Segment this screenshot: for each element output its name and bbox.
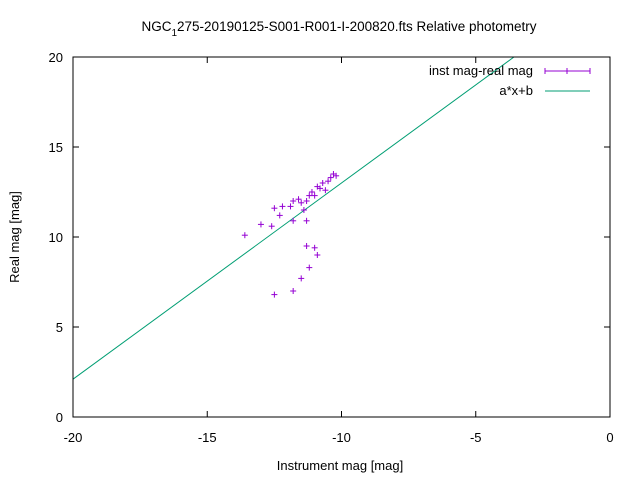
data-point (303, 243, 310, 249)
data-point (325, 178, 332, 185)
y-tick-label: 10 (49, 230, 63, 245)
legend-marker-points (544, 68, 591, 74)
data-point (268, 223, 275, 230)
x-axis-label: Instrument mag [mag] (277, 458, 403, 473)
data-point (290, 198, 297, 204)
data-point (300, 207, 307, 213)
data-point (306, 264, 313, 271)
chart-title-pre: NGC (141, 19, 171, 34)
data-point (279, 203, 286, 210)
data-point (303, 217, 310, 224)
x-tick-label: -20 (64, 430, 83, 445)
data-point (287, 203, 294, 210)
legend: inst mag-real mag a*x+b (429, 63, 591, 98)
data-point (290, 288, 297, 294)
data-point (317, 185, 324, 192)
y-tick-label: 15 (49, 140, 63, 155)
x-tick-label: 0 (606, 430, 613, 445)
data-point (306, 192, 313, 199)
data-point (298, 275, 305, 282)
y-tick-label: 20 (49, 50, 63, 65)
data-point (319, 180, 326, 186)
data-point (303, 198, 310, 204)
plot-area (72, 56, 515, 380)
legend-point (564, 68, 570, 74)
data-point (290, 217, 297, 224)
plot-frame (72, 56, 611, 418)
data-point (311, 244, 318, 251)
data-point (271, 205, 278, 212)
y-tick-label: 5 (56, 320, 63, 335)
data-point (322, 187, 329, 194)
chart-title-post: 275-20190125-S001-R001-I-200820.fts Rela… (177, 19, 537, 34)
y-tick-label: 0 (56, 410, 63, 425)
y-axis-label: Real mag [mag] (7, 191, 22, 283)
data-point (271, 291, 278, 298)
data-point (327, 174, 334, 181)
data-point (311, 192, 318, 199)
data-point (314, 252, 321, 258)
data-point (308, 189, 315, 195)
data-point (257, 221, 264, 228)
data-point (298, 199, 305, 206)
x-tick-label: -15 (198, 430, 217, 445)
data-point (276, 212, 283, 219)
legend-label-line: a*x+b (499, 83, 533, 98)
data-point (295, 196, 302, 203)
x-tick-label: -10 (332, 430, 351, 445)
legend-label-points: inst mag-real mag (429, 63, 533, 78)
data-point (241, 232, 248, 239)
data-point (333, 172, 340, 179)
x-tick-label: -5 (470, 430, 482, 445)
chart-title: NGC1275-20190125-S001-R001-I-200820.fts … (141, 19, 536, 39)
chart-title-sub: 1 (171, 28, 177, 39)
